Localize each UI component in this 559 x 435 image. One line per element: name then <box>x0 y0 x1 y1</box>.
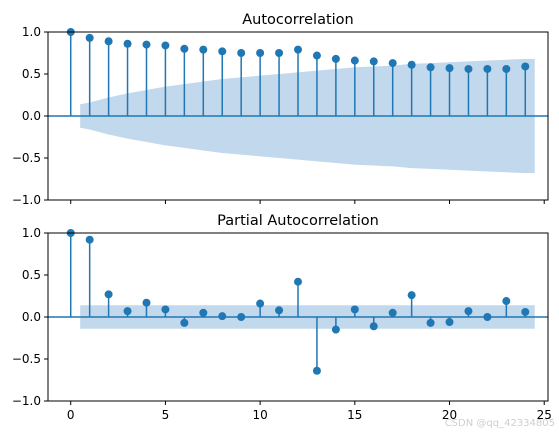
marker-lag-21 <box>464 307 473 316</box>
marker-lag-2 <box>104 37 113 46</box>
chart-title: Partial Autocorrelation <box>217 213 379 229</box>
x-tick-label: 10 <box>252 408 267 422</box>
acf-panel: −1.0 −0.5 0.0 0.5 1.0 Autocorrelation <box>12 12 549 207</box>
x-tick-label: 5 <box>162 408 170 422</box>
y-tick-label: −1.0 <box>12 193 41 207</box>
y-tick-label: 1.0 <box>22 226 41 240</box>
marker-lag-17 <box>388 59 397 68</box>
marker-lag-19 <box>426 63 435 72</box>
y-tick-label: −0.5 <box>12 352 41 366</box>
x-tick-label: 0 <box>67 408 75 422</box>
marker-lag-5 <box>161 41 170 50</box>
marker-lag-11 <box>275 49 284 57</box>
marker-lag-23 <box>502 64 511 73</box>
marker-lag-22 <box>483 313 492 321</box>
marker-lag-14 <box>331 54 340 63</box>
marker-lag-2 <box>104 290 113 299</box>
y-tick-label: −1.0 <box>12 394 41 408</box>
pacf-panel: −1.0 −0.5 0.0 0.5 1.0 0 5 10 15 20 25 Partial Autoc… <box>12 213 552 422</box>
marker-lag-18 <box>407 60 416 69</box>
marker-lag-18 <box>407 291 416 300</box>
marker-lag-24 <box>521 307 530 316</box>
marker-lag-14 <box>331 325 340 334</box>
marker-lag-9 <box>237 313 246 321</box>
y-tick-label: 0.0 <box>22 310 41 324</box>
marker-lag-16 <box>369 322 378 331</box>
marker-lag-19 <box>426 318 435 327</box>
marker-lag-6 <box>180 318 189 327</box>
y-tick-label: 1.0 <box>22 25 41 39</box>
marker-lag-23 <box>502 297 511 306</box>
marker-lag-3 <box>123 39 132 48</box>
watermark-text: CSDN @qq_42334805 <box>444 418 555 429</box>
marker-lag-3 <box>123 307 132 316</box>
marker-lag-22 <box>483 64 492 73</box>
marker-lag-8 <box>218 312 227 321</box>
marker-lag-15 <box>350 56 359 65</box>
y-tick-label: 0.5 <box>22 268 41 282</box>
marker-lag-7 <box>199 308 208 317</box>
marker-lag-13 <box>312 51 321 60</box>
y-tick-label: −0.5 <box>12 151 41 165</box>
marker-lag-12 <box>294 45 302 54</box>
marker-lag-12 <box>294 277 302 286</box>
marker-lag-1 <box>85 33 94 42</box>
marker-lag-9 <box>237 49 246 57</box>
marker-lag-5 <box>161 305 170 314</box>
marker-lag-11 <box>275 306 284 315</box>
marker-lag-10 <box>256 49 265 57</box>
marker-lag-17 <box>388 308 397 317</box>
marker-lag-4 <box>142 40 151 49</box>
marker-lag-15 <box>350 305 359 314</box>
x-tick-label: 20 <box>442 408 457 422</box>
marker-lag-4 <box>142 298 151 307</box>
marker-lag-16 <box>369 57 378 66</box>
marker-lag-21 <box>464 64 473 73</box>
chart-title: Autocorrelation <box>242 12 353 28</box>
marker-lag-20 <box>445 318 454 327</box>
marker-lag-13 <box>312 366 321 375</box>
y-tick-label: 0.0 <box>22 109 41 123</box>
marker-lag-6 <box>180 44 189 53</box>
x-tick-label: 25 <box>537 408 552 422</box>
marker-lag-8 <box>218 47 227 56</box>
x-tick-label: 15 <box>347 408 362 422</box>
marker-lag-20 <box>445 64 454 73</box>
marker-lag-10 <box>256 299 265 308</box>
marker-lag-1 <box>85 235 94 244</box>
y-tick-label: 0.5 <box>22 67 41 81</box>
marker-lag-7 <box>199 45 208 54</box>
marker-lag-24 <box>521 62 530 71</box>
